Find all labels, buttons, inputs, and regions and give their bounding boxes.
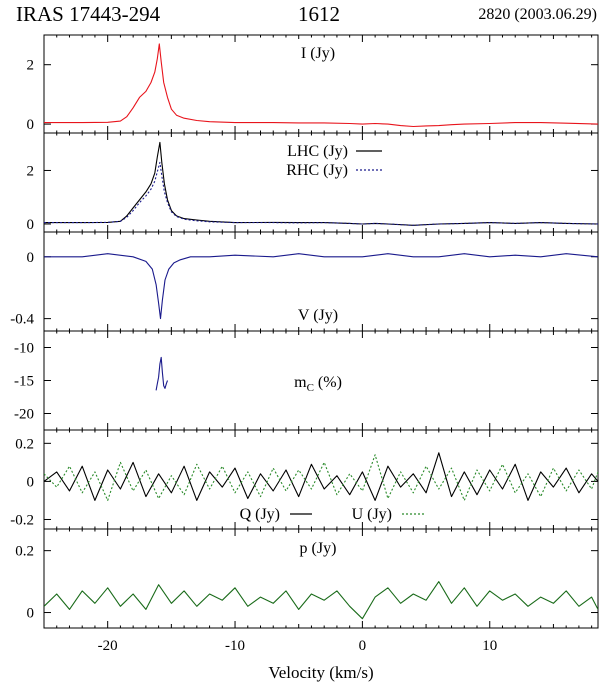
x-tick-label: -20 xyxy=(98,638,118,654)
panel-label: I (Jy) xyxy=(301,45,335,62)
panel-label: mC (%) xyxy=(294,374,342,394)
y-tick-label: 0.2 xyxy=(15,436,34,452)
series-line-i xyxy=(44,43,598,128)
y-tick-label: -0.2 xyxy=(10,512,34,528)
legend-label: U (Jy) xyxy=(352,506,392,523)
y-tick-label: 0 xyxy=(27,606,35,622)
panel-label: p (Jy) xyxy=(300,540,337,557)
y-tick-label: -15 xyxy=(14,374,34,390)
panel-LR: 0 2 LHC (Jy) RHC (Jy) xyxy=(27,132,599,233)
y-tick-label: -20 xyxy=(14,407,34,423)
y-tick-label: 0 xyxy=(27,117,35,133)
series-line-rhc xyxy=(44,161,598,226)
panel-frame xyxy=(43,429,599,530)
x-axis-label: Velocity (km/s) xyxy=(268,663,373,682)
panel-mC: -10 -15 -20 mC (%) xyxy=(14,330,599,431)
x-tick-label: -10 xyxy=(225,638,245,654)
y-tick-label: 0 xyxy=(27,474,35,490)
epoch-label: 2820 (2003.06.29) xyxy=(478,6,597,23)
y-tick-label: 2 xyxy=(27,163,35,179)
panel-V: 0 -0.4 V (Jy) xyxy=(10,231,599,332)
y-tick-label: -0.4 xyxy=(10,312,34,328)
x-tick-label: 10 xyxy=(482,638,497,654)
x-tick-label: 0 xyxy=(359,638,367,654)
source-name: IRAS 17443-294 xyxy=(16,2,161,26)
frequency-label: 1612 xyxy=(298,2,340,26)
series-line-lhc xyxy=(44,141,598,226)
y-tick-label: 0.2 xyxy=(15,544,34,560)
series-line-u xyxy=(44,454,598,501)
x-axis: -20 -10 0 10 Velocity (km/s) xyxy=(98,638,498,682)
series-line-q xyxy=(44,452,598,501)
panel-I: 0 2 I (Jy) xyxy=(27,34,599,134)
legend-label: Q (Jy) xyxy=(240,506,280,523)
panel-p: 0.2 0 p (Jy) xyxy=(15,528,599,629)
y-tick-label: 2 xyxy=(27,58,35,74)
panel-frame xyxy=(43,528,599,629)
series-line-mc xyxy=(155,356,169,391)
panel-QU: 0.2 0 -0.2 Q (Jy) U (Jy) xyxy=(10,429,599,530)
series-line-v xyxy=(44,253,598,320)
panels: 0 2 I (Jy) 0 2 LHC (Jy) RHC (Jy) 0 -0.4 V (Jy) -10… xyxy=(10,34,599,629)
series-line-p xyxy=(44,581,598,620)
y-tick-label: 0 xyxy=(27,217,35,233)
panel-label: V (Jy) xyxy=(298,307,338,324)
y-tick-label: 0 xyxy=(27,250,35,266)
y-tick-label: -10 xyxy=(14,341,34,357)
legend-label: LHC (Jy) xyxy=(287,143,348,160)
legend-label: RHC (Jy) xyxy=(286,162,348,179)
